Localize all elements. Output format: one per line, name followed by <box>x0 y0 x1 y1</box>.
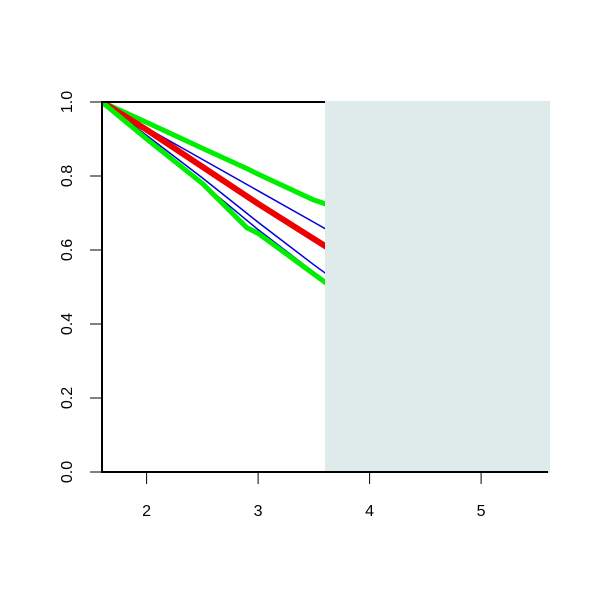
y-tick-label: 1.0 <box>59 91 76 113</box>
y-tick-label: 0.0 <box>59 461 76 483</box>
x-tick-label: 3 <box>254 503 263 520</box>
y-tick-label: 0.6 <box>59 239 76 261</box>
shaded-region <box>325 101 550 473</box>
y-tick-label: 0.8 <box>59 165 76 187</box>
x-tick-label: 2 <box>142 503 151 520</box>
x-tick-label: 5 <box>477 503 486 520</box>
x-tick-label: 4 <box>365 503 374 520</box>
y-tick-label: 0.2 <box>59 387 76 409</box>
y-tick-label: 0.4 <box>59 313 76 335</box>
